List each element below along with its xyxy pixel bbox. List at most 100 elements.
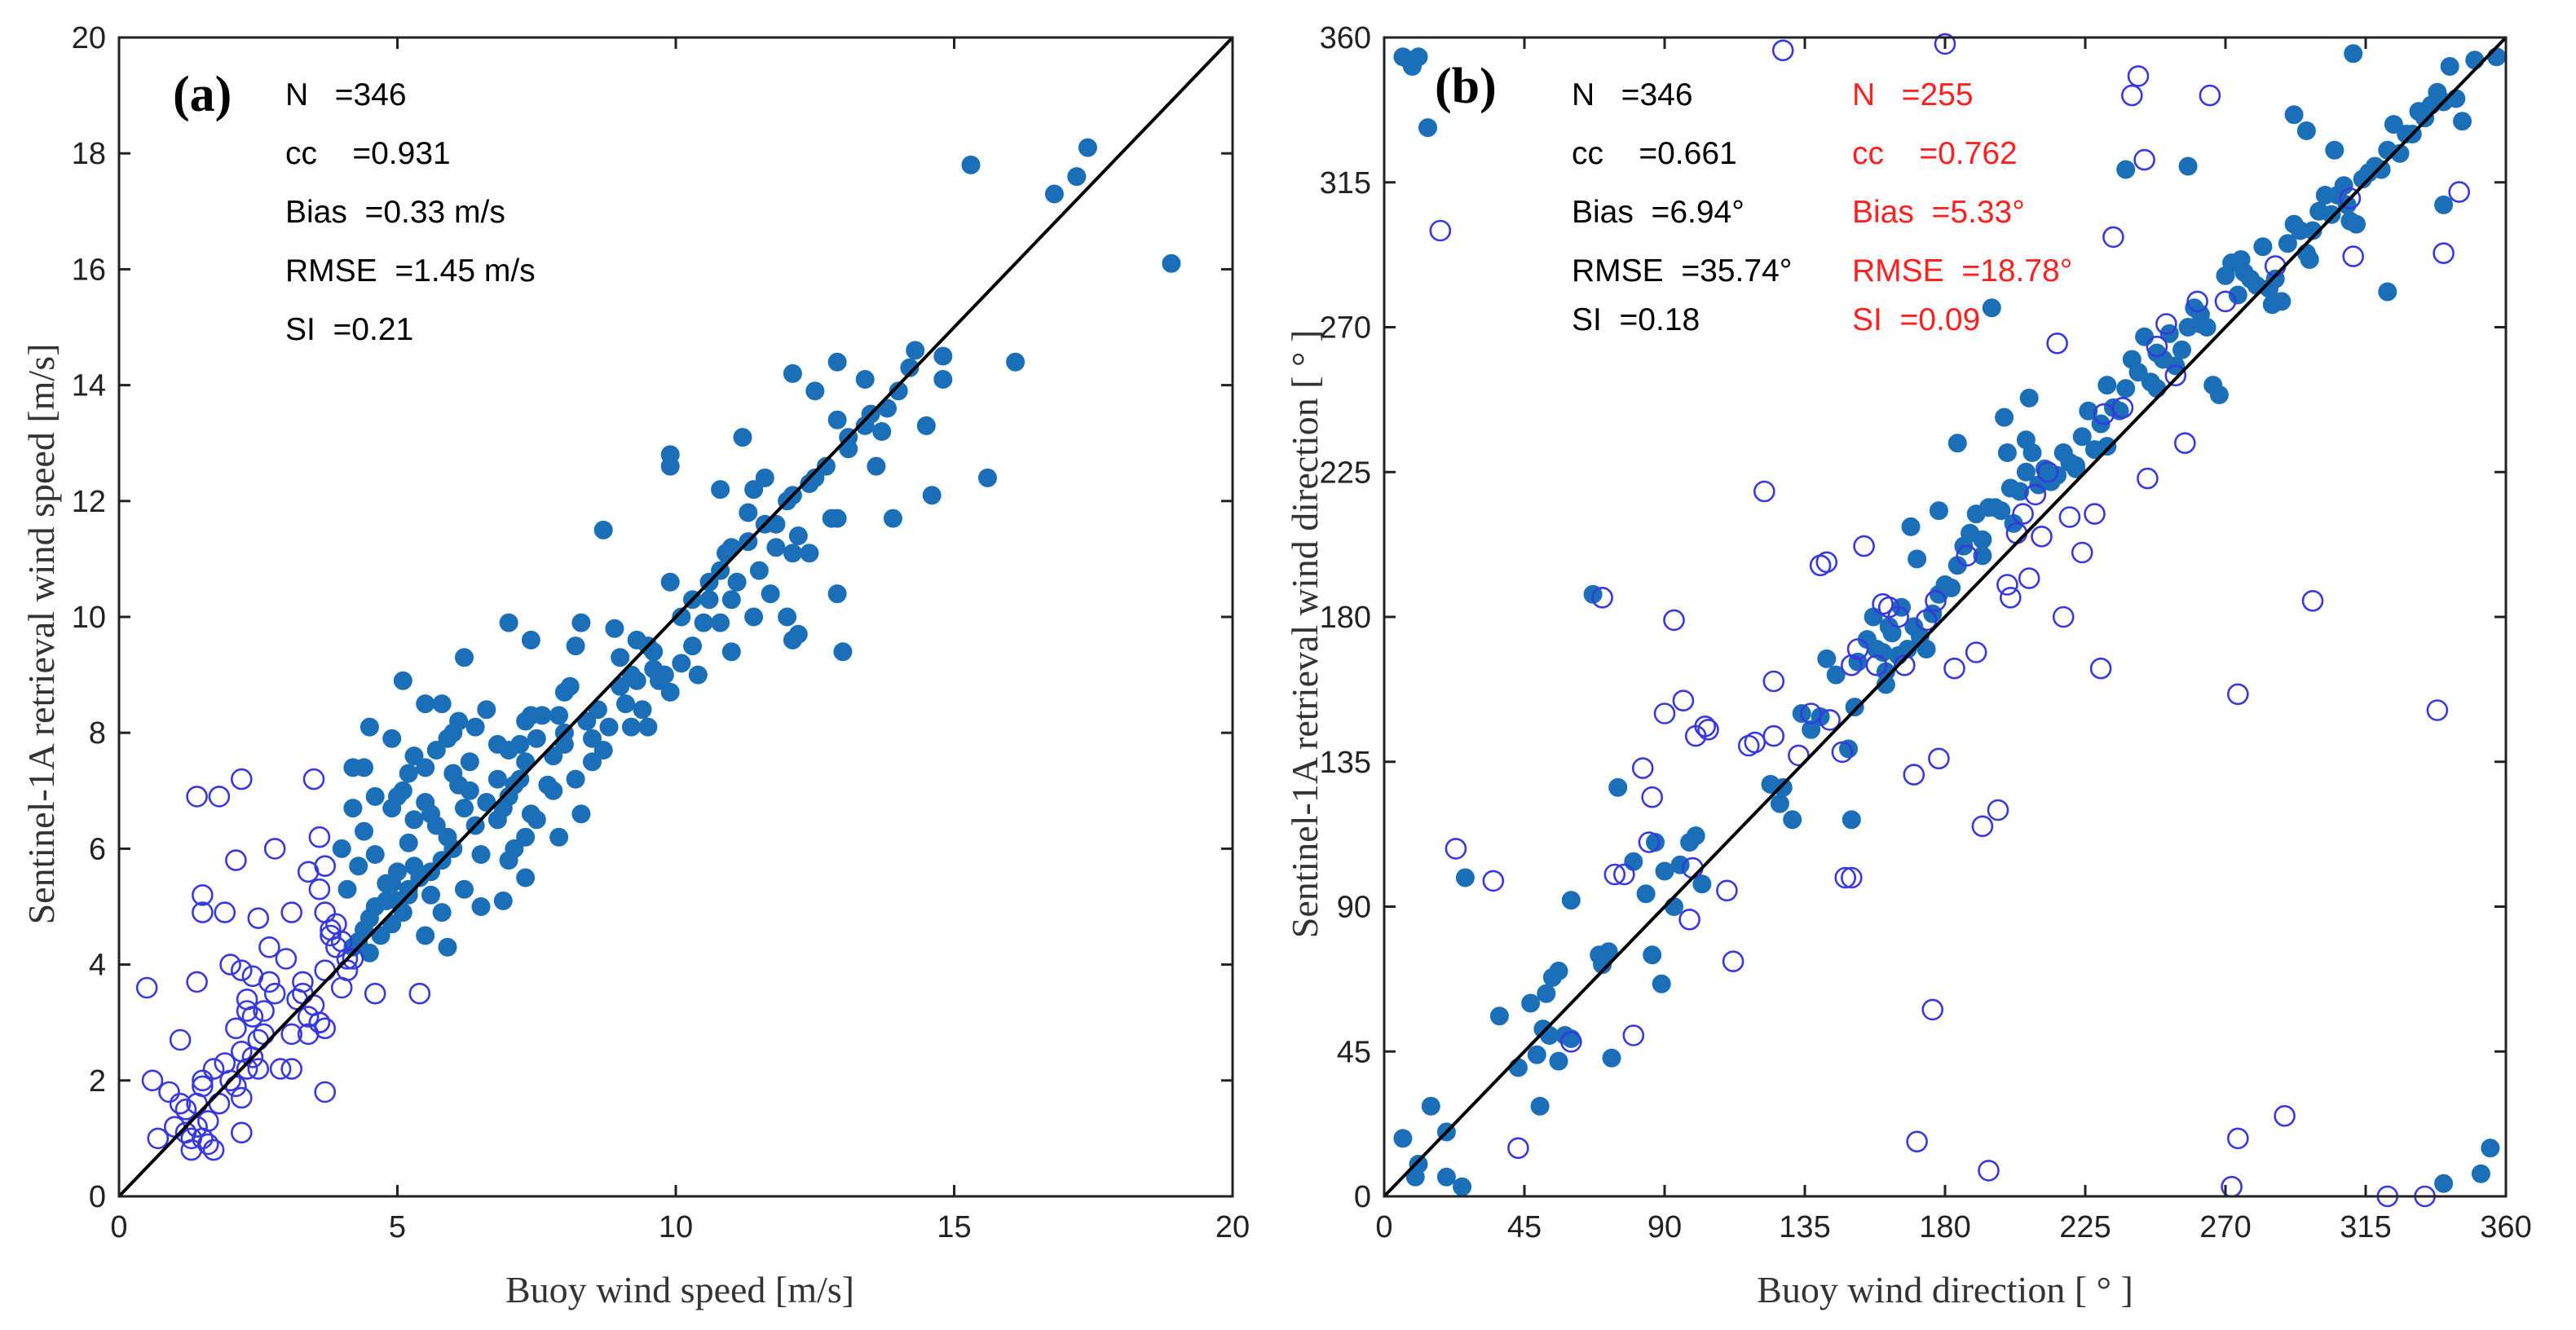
panel-b-open-point bbox=[1591, 586, 1613, 609]
panel-b-red-stat-rmse: RMSE =18.78° bbox=[1852, 253, 2072, 288]
panel-a-filled-point bbox=[599, 717, 619, 737]
panel-a-filled-point bbox=[521, 804, 540, 824]
panel-b-open-point bbox=[2024, 483, 2047, 506]
panel-a-y-tick-label: 2 bbox=[89, 1064, 106, 1099]
panel-a-filled-point bbox=[571, 804, 591, 824]
panel-a-filled-point bbox=[961, 155, 981, 174]
panel-b-y-tick-label: 270 bbox=[1320, 311, 1371, 346]
panel-b-filled-point bbox=[2390, 143, 2410, 163]
panel-b-open-point bbox=[2133, 148, 2155, 171]
panel-a-open-point bbox=[219, 1069, 241, 1092]
panel-a-open-point bbox=[202, 1138, 225, 1161]
panel-b-open-point bbox=[2199, 84, 2221, 107]
panel-a-open-point bbox=[320, 924, 342, 947]
panel-b-open-point bbox=[1716, 879, 1738, 902]
panel-b-x-tick-label: 45 bbox=[1507, 1210, 1542, 1244]
panel-a-filled-point bbox=[800, 474, 819, 493]
panel-b-stat-n: N =346 bbox=[1572, 77, 1693, 112]
panel-a-filled-point bbox=[1162, 253, 1181, 273]
panel-b-filled-point bbox=[1521, 993, 1541, 1013]
panel-b-filled-point bbox=[2010, 482, 2030, 501]
panel-b-open-point bbox=[2071, 541, 2093, 564]
panel-a-filled-point bbox=[421, 885, 440, 905]
panel-b-open-point bbox=[2036, 460, 2059, 483]
panel-a-filled-point bbox=[766, 538, 786, 557]
panel-b-open-point bbox=[2012, 503, 2034, 525]
panel-b-open-point bbox=[1956, 544, 1978, 567]
panel-a-open-point bbox=[230, 1086, 253, 1109]
panel-a-filled-point bbox=[510, 734, 530, 754]
panel-b-open-point bbox=[1672, 689, 1695, 712]
panel-b-open-point bbox=[2146, 335, 2168, 358]
panel-a-filled-point bbox=[455, 648, 474, 667]
panel-b-filled-point bbox=[2453, 112, 2472, 131]
panel-b-open-point bbox=[1815, 551, 1838, 574]
panel-b-points bbox=[1393, 33, 2506, 1208]
panel-a-open-point bbox=[275, 948, 298, 970]
panel-a-filled-point bbox=[549, 827, 569, 847]
panel-b-open-point bbox=[2433, 242, 2455, 265]
panel-b-open-point bbox=[1638, 831, 1661, 853]
panel-b-filled-point bbox=[1929, 501, 1948, 521]
panel-a-filled-point bbox=[365, 845, 385, 864]
panel-a-filled-point bbox=[365, 786, 385, 806]
panel-a-open-point bbox=[192, 901, 214, 923]
panel-b-filled-point bbox=[1421, 1096, 1440, 1116]
panel-b-filled-point bbox=[1489, 1006, 1509, 1026]
panel-b-filled-point bbox=[1783, 810, 1802, 830]
panel-a-open-point bbox=[308, 878, 331, 901]
panel-a-filled-point bbox=[688, 665, 708, 685]
panel-a-filled-point bbox=[516, 711, 536, 731]
panel-a-filled-point bbox=[711, 613, 730, 632]
panel-b-filled-point bbox=[1973, 546, 1992, 566]
panel-a-filled-point bbox=[633, 700, 652, 720]
panel-b-filled-point bbox=[1402, 57, 1422, 76]
panel-a-filled-point bbox=[465, 717, 485, 737]
panel-a-filled-point bbox=[783, 544, 802, 563]
panel-b-open-point bbox=[2274, 1105, 2296, 1127]
panel-b-open-point bbox=[2018, 567, 2040, 589]
panel-b-filled-point bbox=[1652, 974, 1671, 993]
panel-b-filled-point bbox=[1842, 810, 1861, 830]
panel-b-filled-point bbox=[1770, 794, 1789, 813]
panel-b-x-tick-label: 135 bbox=[1779, 1210, 1830, 1244]
panel-b-x-tick-label: 225 bbox=[2059, 1210, 2111, 1244]
panel-a-open-point bbox=[225, 1017, 247, 1040]
panel-b-open-point bbox=[2127, 65, 2150, 87]
panel-a-filled-point bbox=[778, 607, 797, 627]
panel-b-filled-point bbox=[2253, 237, 2273, 257]
panel-b-filled-point bbox=[1636, 884, 1656, 904]
panel-b-filled-point bbox=[1599, 942, 1618, 962]
panel-a-open-point bbox=[247, 1058, 270, 1080]
panel-a-open-point bbox=[263, 982, 286, 1005]
panel-a-filled-point bbox=[627, 630, 646, 650]
panel-b-open-point bbox=[1697, 718, 1719, 741]
panel-b-filled-point bbox=[1686, 826, 1705, 846]
panel-a-filled-point bbox=[699, 590, 719, 610]
panel-a-filled-point bbox=[343, 799, 363, 818]
panel-b-open-point bbox=[1831, 741, 1854, 764]
panel-b-open-point bbox=[1894, 654, 1916, 676]
panel-b-open-point bbox=[1943, 657, 1965, 680]
panel-a-open-point bbox=[314, 1017, 337, 1040]
panel-b-filled-point bbox=[2147, 379, 2167, 399]
panel-b-open-point bbox=[1694, 715, 1716, 738]
panel-b-red-stat-cc: cc =0.762 bbox=[1852, 136, 2018, 171]
panel-a-filled-point bbox=[833, 642, 853, 662]
panel-b-filled-point bbox=[2337, 195, 2357, 214]
panel-a-stat-si: SI =0.21 bbox=[285, 312, 413, 347]
panel-b-open-point bbox=[2339, 187, 2362, 209]
panel-a-filled-point bbox=[416, 758, 435, 777]
panel-b-filled-point bbox=[2344, 44, 2363, 64]
panel-a-open-point bbox=[236, 1000, 258, 1022]
panel-b-filled-point bbox=[2384, 115, 2403, 134]
panel-a-open-point bbox=[308, 826, 331, 848]
panel-a-filled-point bbox=[672, 654, 691, 673]
panel-b-stat-si: SI =0.18 bbox=[1572, 302, 1700, 337]
panel-a-filled-point bbox=[644, 659, 664, 679]
panel-b-filled-point bbox=[1455, 868, 1475, 887]
panel-a-filled-point bbox=[593, 520, 613, 539]
panel-b-open-point bbox=[2093, 403, 2115, 425]
panel-a-filled-point bbox=[382, 799, 402, 818]
panel-b-filled-point bbox=[1418, 118, 1437, 138]
